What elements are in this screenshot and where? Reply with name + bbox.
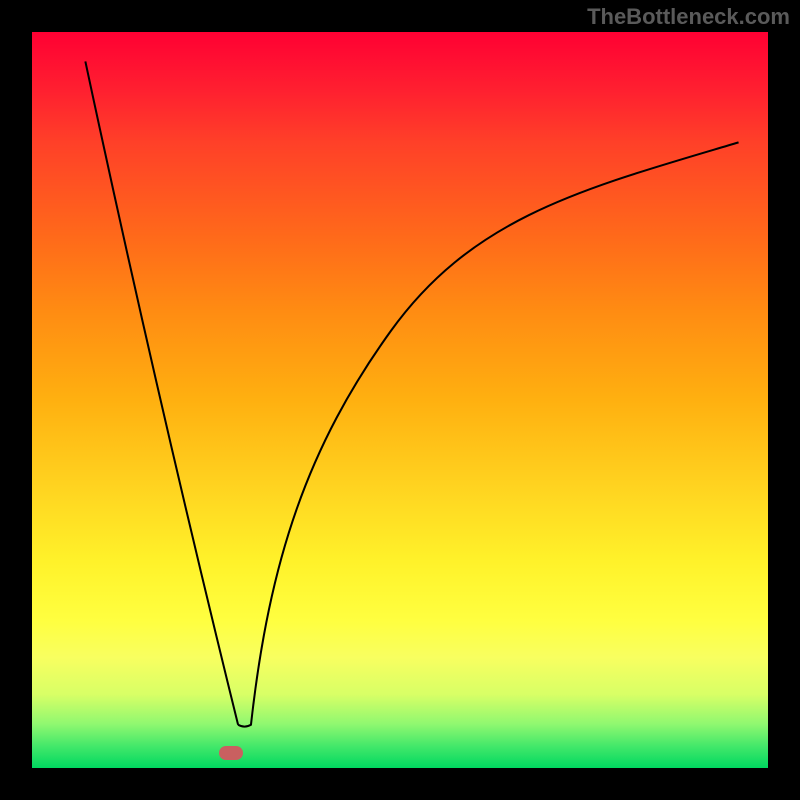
minimum-marker (219, 746, 243, 760)
watermark-text: TheBottleneck.com (587, 4, 790, 30)
curve-left-branch (85, 61, 238, 724)
bottleneck-curve (32, 32, 768, 768)
curve-right-branch (238, 142, 738, 726)
chart-frame: TheBottleneck.com (0, 0, 800, 800)
plot-area (32, 32, 768, 768)
